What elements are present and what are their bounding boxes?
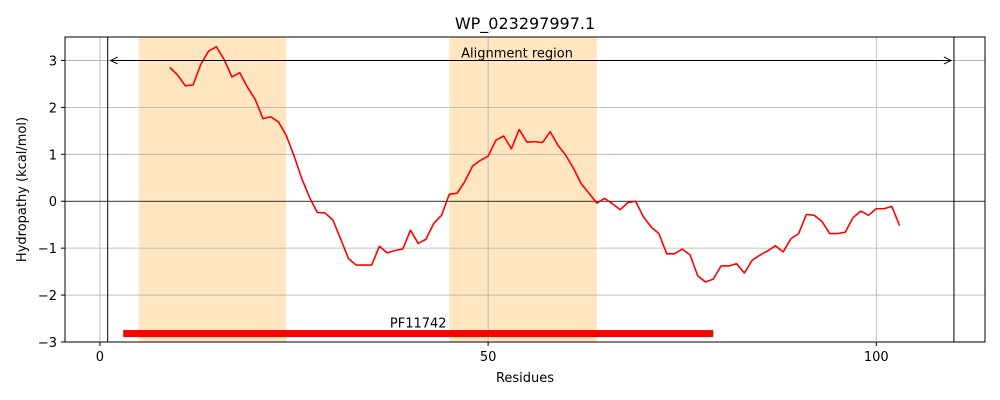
x-axis-label: Residues — [496, 371, 554, 386]
y-tick-label: −3 — [38, 336, 57, 351]
x-axis-ticks: 0 50 100 — [96, 342, 889, 365]
domain-annotation: PF11742 — [123, 317, 714, 338]
y-tick-label: −2 — [38, 289, 57, 304]
alignment-arrow-right-head — [943, 56, 953, 65]
shaded-regions — [138, 37, 597, 342]
alignment-region: Alignment region — [107, 37, 955, 342]
y-tick-label: 1 — [49, 148, 57, 163]
y-axis-label: Hydropathy (kcal/mol) — [15, 117, 30, 262]
series-layer — [169, 46, 901, 283]
plot-frame — [64, 36, 986, 343]
y-axis-ticks: −3 −2 −1 0 1 2 3 — [38, 54, 65, 351]
x-tick-label: 0 — [96, 350, 104, 365]
hydropathy-line — [169, 46, 901, 283]
x-tick-label: 100 — [864, 350, 889, 365]
y-tick-label: −1 — [38, 242, 57, 257]
alignment-arrow-left-head — [109, 56, 118, 65]
chart-title: WP_023297997.1 — [455, 14, 595, 34]
shaded-region-1 — [138, 37, 287, 342]
domain-bar — [123, 330, 714, 338]
y-tick-label: 2 — [49, 101, 57, 116]
shaded-region-2 — [449, 37, 597, 342]
alignment-region-label: Alignment region — [461, 46, 573, 61]
domain-label: PF11742 — [390, 317, 447, 332]
x-tick-label: 50 — [480, 350, 497, 365]
y-tick-label: 0 — [49, 195, 57, 210]
y-tick-label: 3 — [49, 54, 57, 69]
